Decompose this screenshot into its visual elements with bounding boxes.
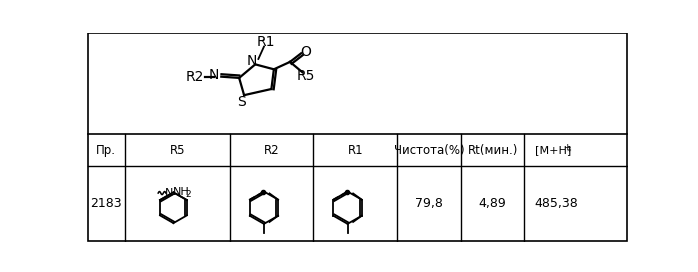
Text: R1: R1: [348, 144, 363, 157]
Text: Чистота(%): Чистота(%): [394, 144, 464, 157]
Text: N: N: [165, 188, 173, 198]
Text: R5: R5: [170, 144, 185, 157]
Text: R2: R2: [185, 70, 204, 84]
Text: S: S: [237, 95, 246, 109]
Text: R2: R2: [264, 144, 279, 157]
Text: R1: R1: [256, 35, 275, 49]
Text: 79,8: 79,8: [415, 197, 443, 210]
Text: *: *: [566, 148, 571, 157]
Text: 2: 2: [186, 190, 191, 199]
Text: R5: R5: [297, 69, 315, 83]
Text: O: O: [300, 45, 311, 59]
Text: 485,38: 485,38: [535, 197, 578, 210]
Text: N: N: [247, 54, 258, 68]
Text: Пр.: Пр.: [96, 144, 117, 157]
Text: [M+H]: [M+H]: [535, 145, 571, 155]
Text: 4,89: 4,89: [479, 197, 507, 210]
Text: NH: NH: [172, 187, 189, 197]
Text: 2183: 2183: [91, 197, 122, 210]
Text: +: +: [563, 143, 571, 152]
Text: N: N: [209, 68, 219, 82]
Text: Rt(мин.): Rt(мин.): [468, 144, 518, 157]
